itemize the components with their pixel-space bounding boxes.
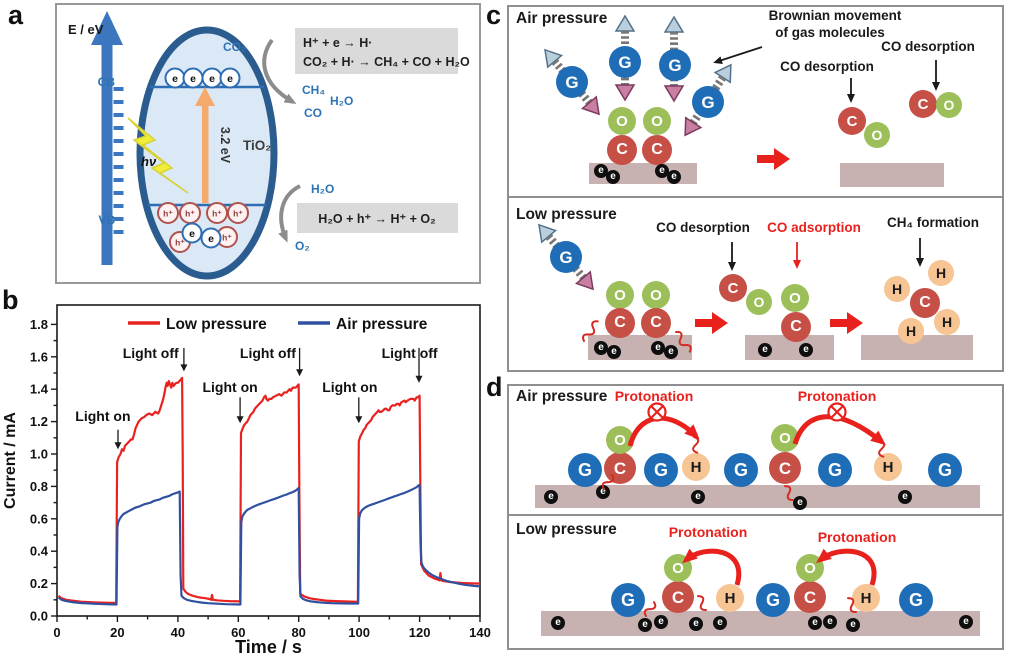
svg-text:Light on: Light on — [75, 408, 130, 424]
cb-label: CB — [98, 75, 116, 89]
brownian-note-line1: Brownian movement — [768, 8, 902, 23]
y-axis-title: Current / mA — [2, 412, 19, 509]
d-air-title: Air pressure — [516, 388, 608, 405]
svg-text:Light off: Light off — [382, 345, 438, 361]
pressure-current-chart: 0 20 40 60 80 100 120 140 0.0 0.2 0.4 0.6 0.8 1.0 1.2 1… — [2, 304, 491, 657]
protonation-label: Protonation — [797, 388, 877, 404]
co-desorption-label-2: CO desorption — [881, 39, 975, 54]
reaction-top-2: CO₂ + H· → CH₄ + CO + H₂O — [303, 55, 470, 69]
svg-text:1.0: 1.0 — [30, 447, 48, 462]
panel-b-label: b — [2, 285, 19, 315]
svg-text:100: 100 — [348, 625, 370, 640]
panel-d-label: d — [486, 372, 503, 402]
svg-text:0.4: 0.4 — [30, 544, 49, 559]
co2-label: CO₂ — [223, 40, 246, 54]
c-air-title: Air pressure — [516, 10, 608, 27]
reaction-bottom: H₂O + h⁺ → H⁺ + O₂ — [318, 212, 435, 226]
brownian-note-line2: of gas molecules — [775, 25, 885, 40]
svg-text:1.6: 1.6 — [30, 349, 48, 364]
protonation-label: Protonation — [817, 529, 897, 545]
hole-label: h⁺ — [163, 209, 173, 219]
c-low-title: Low pressure — [516, 206, 617, 223]
ch4-formation-label: CH₄ formation — [887, 215, 979, 230]
water-oxidation-arrow — [278, 184, 301, 243]
svg-text:60: 60 — [231, 625, 245, 640]
svg-text:1.8: 1.8 — [30, 317, 48, 332]
panel-a-label: a — [8, 0, 24, 30]
svg-text:0: 0 — [53, 625, 60, 640]
svg-text:120: 120 — [409, 625, 431, 640]
electron-label: e — [208, 233, 214, 245]
svg-text:140: 140 — [469, 625, 491, 640]
hole-label: h⁺ — [175, 238, 185, 248]
panel-c-label: c — [486, 0, 502, 30]
svg-text:1.2: 1.2 — [30, 414, 48, 429]
svg-text:Light off: Light off — [123, 345, 179, 361]
reaction-box-top — [295, 28, 458, 74]
photon-label: hν — [141, 154, 157, 169]
reaction-box-bottom — [297, 203, 458, 233]
svg-text:Light on: Light on — [202, 379, 257, 395]
svg-text:Air pressure: Air pressure — [336, 316, 428, 333]
svg-text:40: 40 — [171, 625, 185, 640]
hole-label: h⁺ — [212, 209, 222, 219]
electron-label: e — [172, 73, 178, 85]
svg-text:20: 20 — [110, 625, 124, 640]
svg-text:1.4: 1.4 — [30, 382, 49, 397]
bandgap-label: 3.2 eV — [218, 127, 232, 164]
co2-reduction-arrow — [262, 38, 297, 104]
protonation-label: Protonation — [668, 524, 748, 540]
legend: Low pressure Air pressure — [128, 316, 428, 333]
protonation-label: Protonation — [614, 388, 694, 404]
co-label: CO — [304, 106, 322, 120]
svg-text:0.2: 0.2 — [30, 576, 48, 591]
light-annotation: Light on — [322, 379, 377, 424]
light-annotation: Light on — [75, 408, 131, 450]
material-label: TiO₂ — [243, 138, 271, 153]
svg-text:Light on: Light on — [322, 379, 377, 395]
h2o-in-label: H₂O — [311, 182, 334, 196]
x-axis-title: Time / s — [235, 637, 302, 657]
electron-label: e — [189, 228, 195, 240]
hole-label: h⁺ — [233, 209, 243, 219]
svg-text:0.0: 0.0 — [30, 609, 48, 624]
hole-label: h⁺ — [222, 233, 232, 243]
light-annotation: Light on — [202, 379, 258, 424]
reaction-top-1: H⁺ + e → H· — [303, 36, 372, 50]
electron-label: e — [209, 73, 215, 85]
svg-text:0.6: 0.6 — [30, 511, 48, 526]
svg-text:Low pressure: Low pressure — [166, 316, 267, 333]
energy-axis — [91, 11, 124, 265]
ch4-label: CH₄ — [302, 83, 325, 97]
hole-label: h⁺ — [185, 209, 195, 219]
svg-text:Light off: Light off — [240, 345, 296, 361]
d-low-title: Low pressure — [516, 521, 617, 538]
light-annotation: Light off — [123, 345, 188, 372]
svg-text:0.8: 0.8 — [30, 479, 48, 494]
electron-label: e — [190, 73, 196, 85]
cb-electrons: e e e e — [164, 67, 241, 89]
light-annotation: Light off — [382, 345, 438, 383]
series-0 — [57, 376, 481, 605]
co-adsorption-label: CO adsorption — [767, 220, 861, 235]
co-desorption-label-3: CO desorption — [656, 220, 750, 235]
co-desorption-label-1: CO desorption — [780, 59, 874, 74]
bandgap-arrow — [195, 87, 215, 203]
o2-label: O₂ — [295, 239, 310, 253]
light-annotation: Light off — [240, 345, 304, 377]
energy-axis-label: E / eV — [68, 22, 104, 37]
lightning-bolt-icon — [127, 117, 189, 194]
series-1 — [57, 483, 481, 606]
h2o-out-label: H₂O — [330, 94, 353, 108]
electron-label: e — [227, 73, 233, 85]
vb-holes: h⁺ h⁺ h⁺ h⁺ h⁺ h⁺ e e — [157, 202, 249, 253]
svg-text:80: 80 — [291, 625, 305, 640]
vb-label: VB — [98, 213, 115, 227]
panel-a-energy-diagram: E / eV CB VB e e e e 3.2 eV TiO₂ hν — [55, 3, 481, 284]
